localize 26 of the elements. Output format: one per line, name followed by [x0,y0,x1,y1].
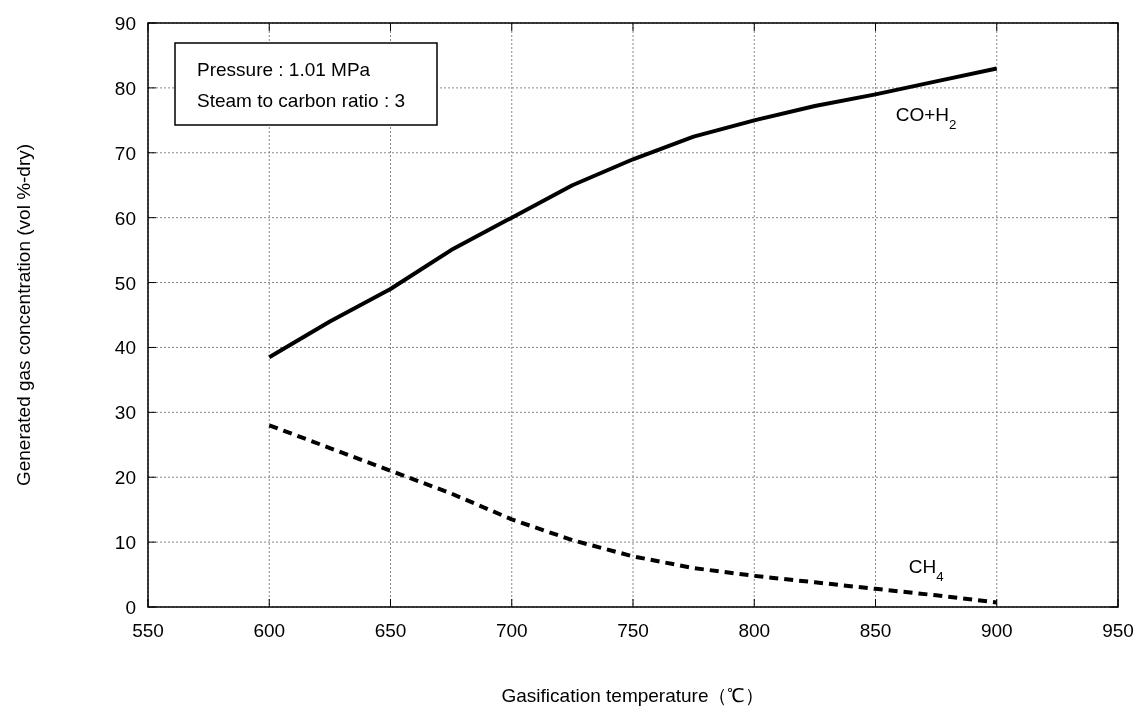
annotation: Pressure : 1.01 MPa [197,59,371,80]
x-tick-label: 950 [1102,620,1134,641]
x-tick-label: 550 [132,620,164,641]
y-tick-label: 30 [114,402,136,424]
y-tick-label: 70 [114,142,136,164]
y-tick-label: 50 [114,272,136,294]
y-tick-label: 40 [114,337,136,359]
y-tick-label: 80 [114,77,136,99]
y-tick-label: 20 [114,467,136,489]
x-tick-label: 650 [374,620,407,641]
x-tick-label: 900 [980,620,1013,641]
series-label: CO+H$_{2}$ [895,104,957,132]
x-axis-title: Gasification temperature（℃） [501,685,765,706]
x-tick-label: 700 [495,620,528,641]
x-tick-label: 800 [738,620,771,641]
y-tick-label: 0 [125,597,136,618]
x-tick-label: 750 [617,620,649,641]
y-tick-label: 10 [114,532,136,554]
x-tick-label: 600 [253,620,286,641]
line-series [267,423,999,605]
y-axis-title: Generated gas concentration (vol %-dry) [13,143,34,487]
x-tick-label: 850 [859,620,892,641]
annotation: Steam to carbon ratio : 3 [197,90,406,111]
y-tick-label: 60 [114,207,136,229]
y-tick-label: 90 [114,13,136,34]
series-label: CH$_{4}$ [908,556,944,584]
